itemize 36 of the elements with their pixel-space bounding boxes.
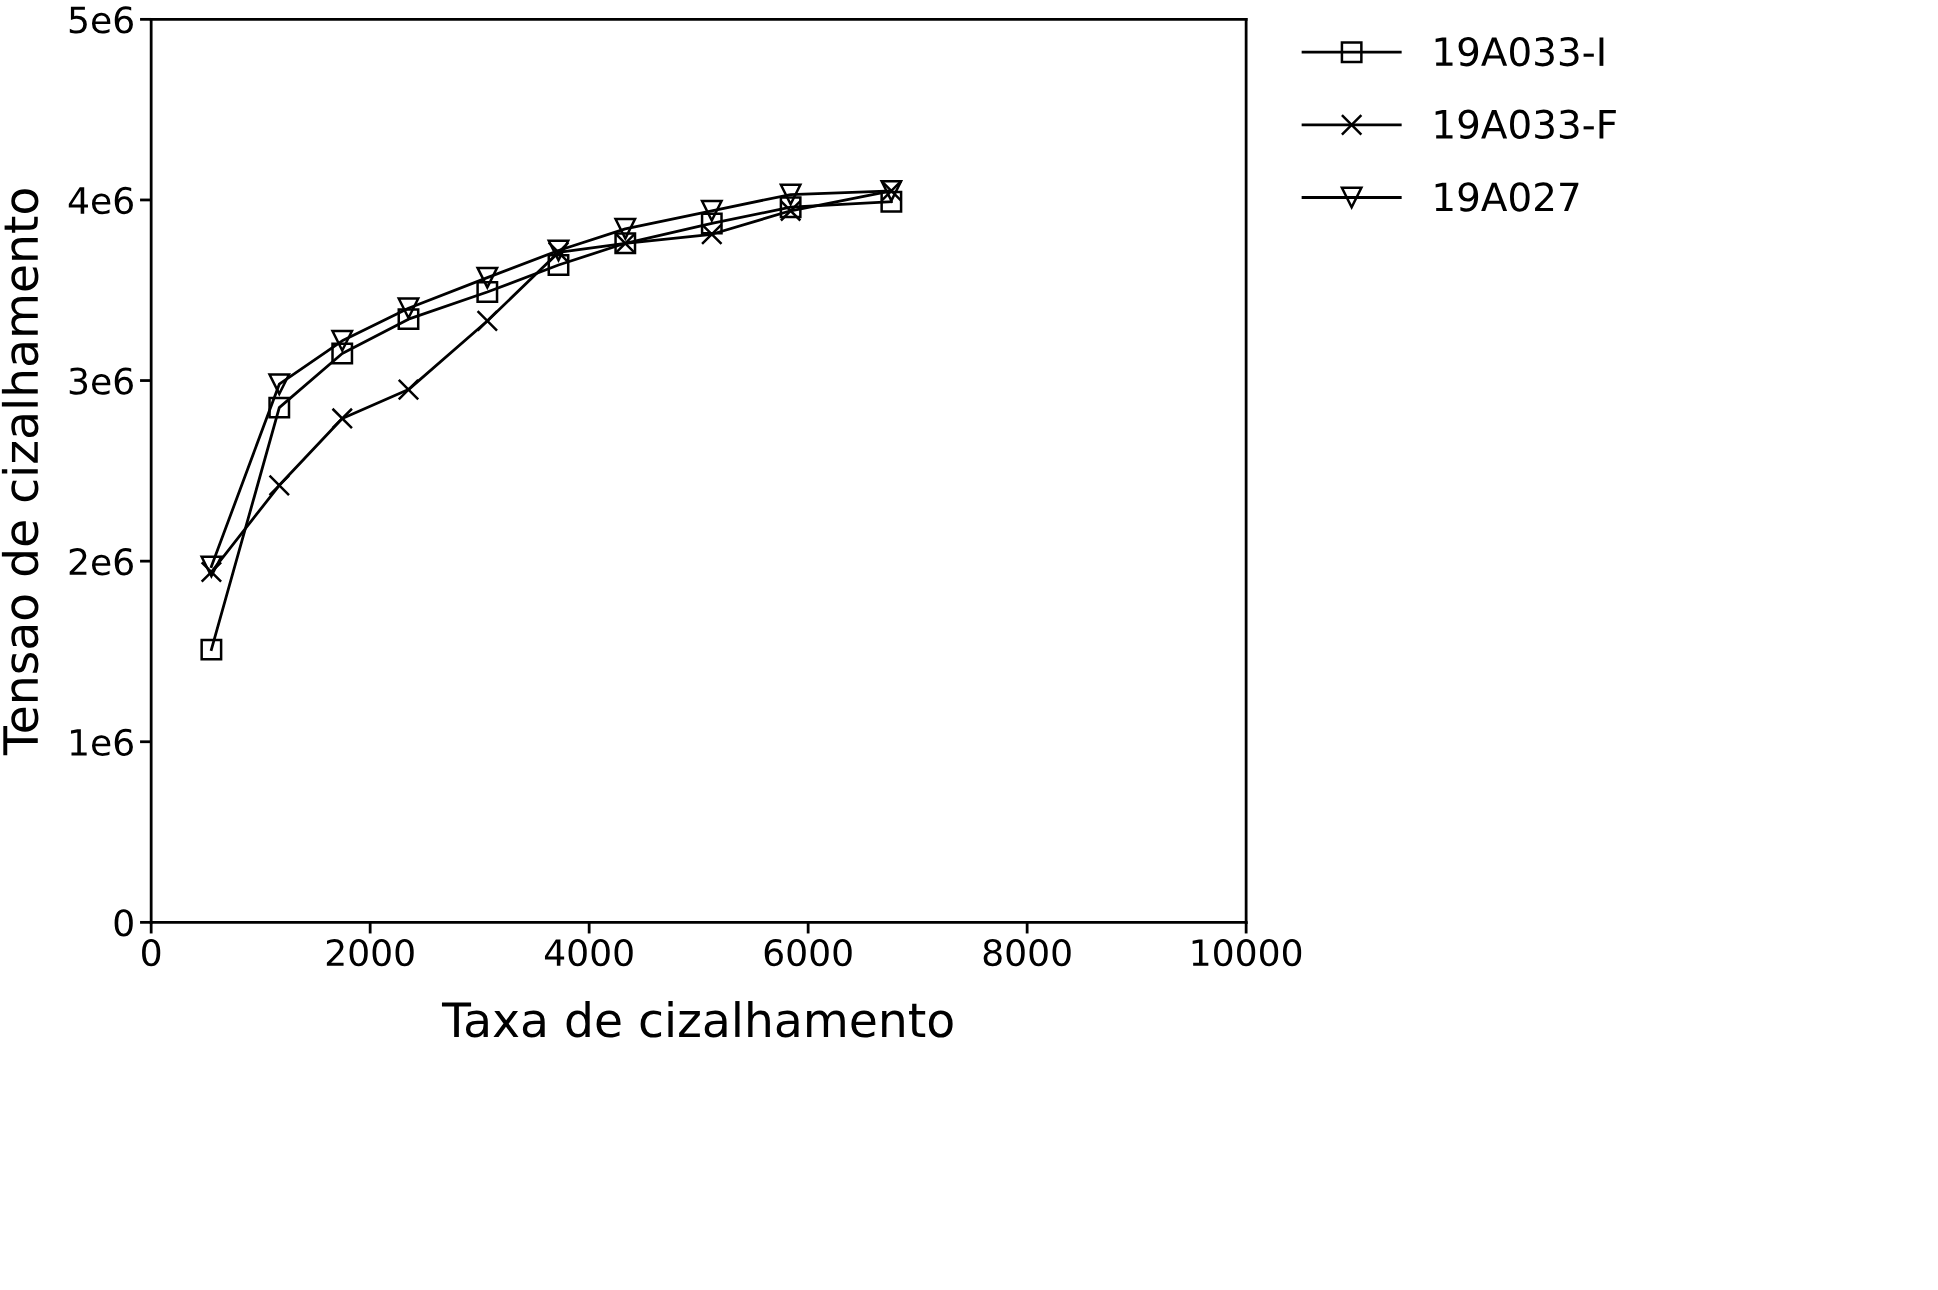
y-tick-label: 4e6 bbox=[68, 186, 133, 215]
x-tick-label: 6000 bbox=[764, 938, 852, 967]
y-tick-label: 0 bbox=[114, 909, 133, 937]
point bbox=[700, 199, 723, 222]
point bbox=[700, 212, 723, 235]
point bbox=[268, 396, 291, 419]
y-tick-label: 1e6 bbox=[70, 728, 133, 756]
point bbox=[614, 217, 637, 240]
point bbox=[200, 638, 223, 661]
point bbox=[268, 373, 291, 396]
point bbox=[397, 297, 420, 320]
y-axis-title: Tensao de cizalhamento bbox=[1, 189, 39, 756]
point bbox=[331, 407, 354, 430]
x-tick-label: 10000 bbox=[1192, 938, 1302, 967]
x-axis-title: Taxa de cizalhamento bbox=[441, 1001, 953, 1038]
x-tick-label: 0 bbox=[142, 938, 161, 967]
point bbox=[547, 253, 570, 276]
legend-label: 19A033-F bbox=[1435, 109, 1616, 140]
y-tick-label: 2e6 bbox=[69, 548, 133, 576]
point bbox=[880, 190, 903, 213]
point bbox=[476, 266, 499, 289]
point bbox=[779, 183, 802, 206]
point bbox=[700, 223, 723, 246]
x-tick-label: 8000 bbox=[983, 938, 1071, 967]
point bbox=[397, 378, 420, 401]
point bbox=[331, 342, 354, 365]
point bbox=[476, 309, 499, 332]
legend-label: 19A027 bbox=[1435, 182, 1579, 212]
y-tick-label: 3e6 bbox=[69, 367, 133, 395]
legend-label: 19A033-I bbox=[1435, 36, 1604, 67]
x-tick-label: 2000 bbox=[326, 938, 414, 967]
x-tick-label: 4000 bbox=[544, 938, 633, 967]
point bbox=[476, 281, 499, 304]
point bbox=[397, 308, 420, 331]
point bbox=[331, 329, 354, 352]
y-tick-label: 5e6 bbox=[69, 6, 133, 34]
